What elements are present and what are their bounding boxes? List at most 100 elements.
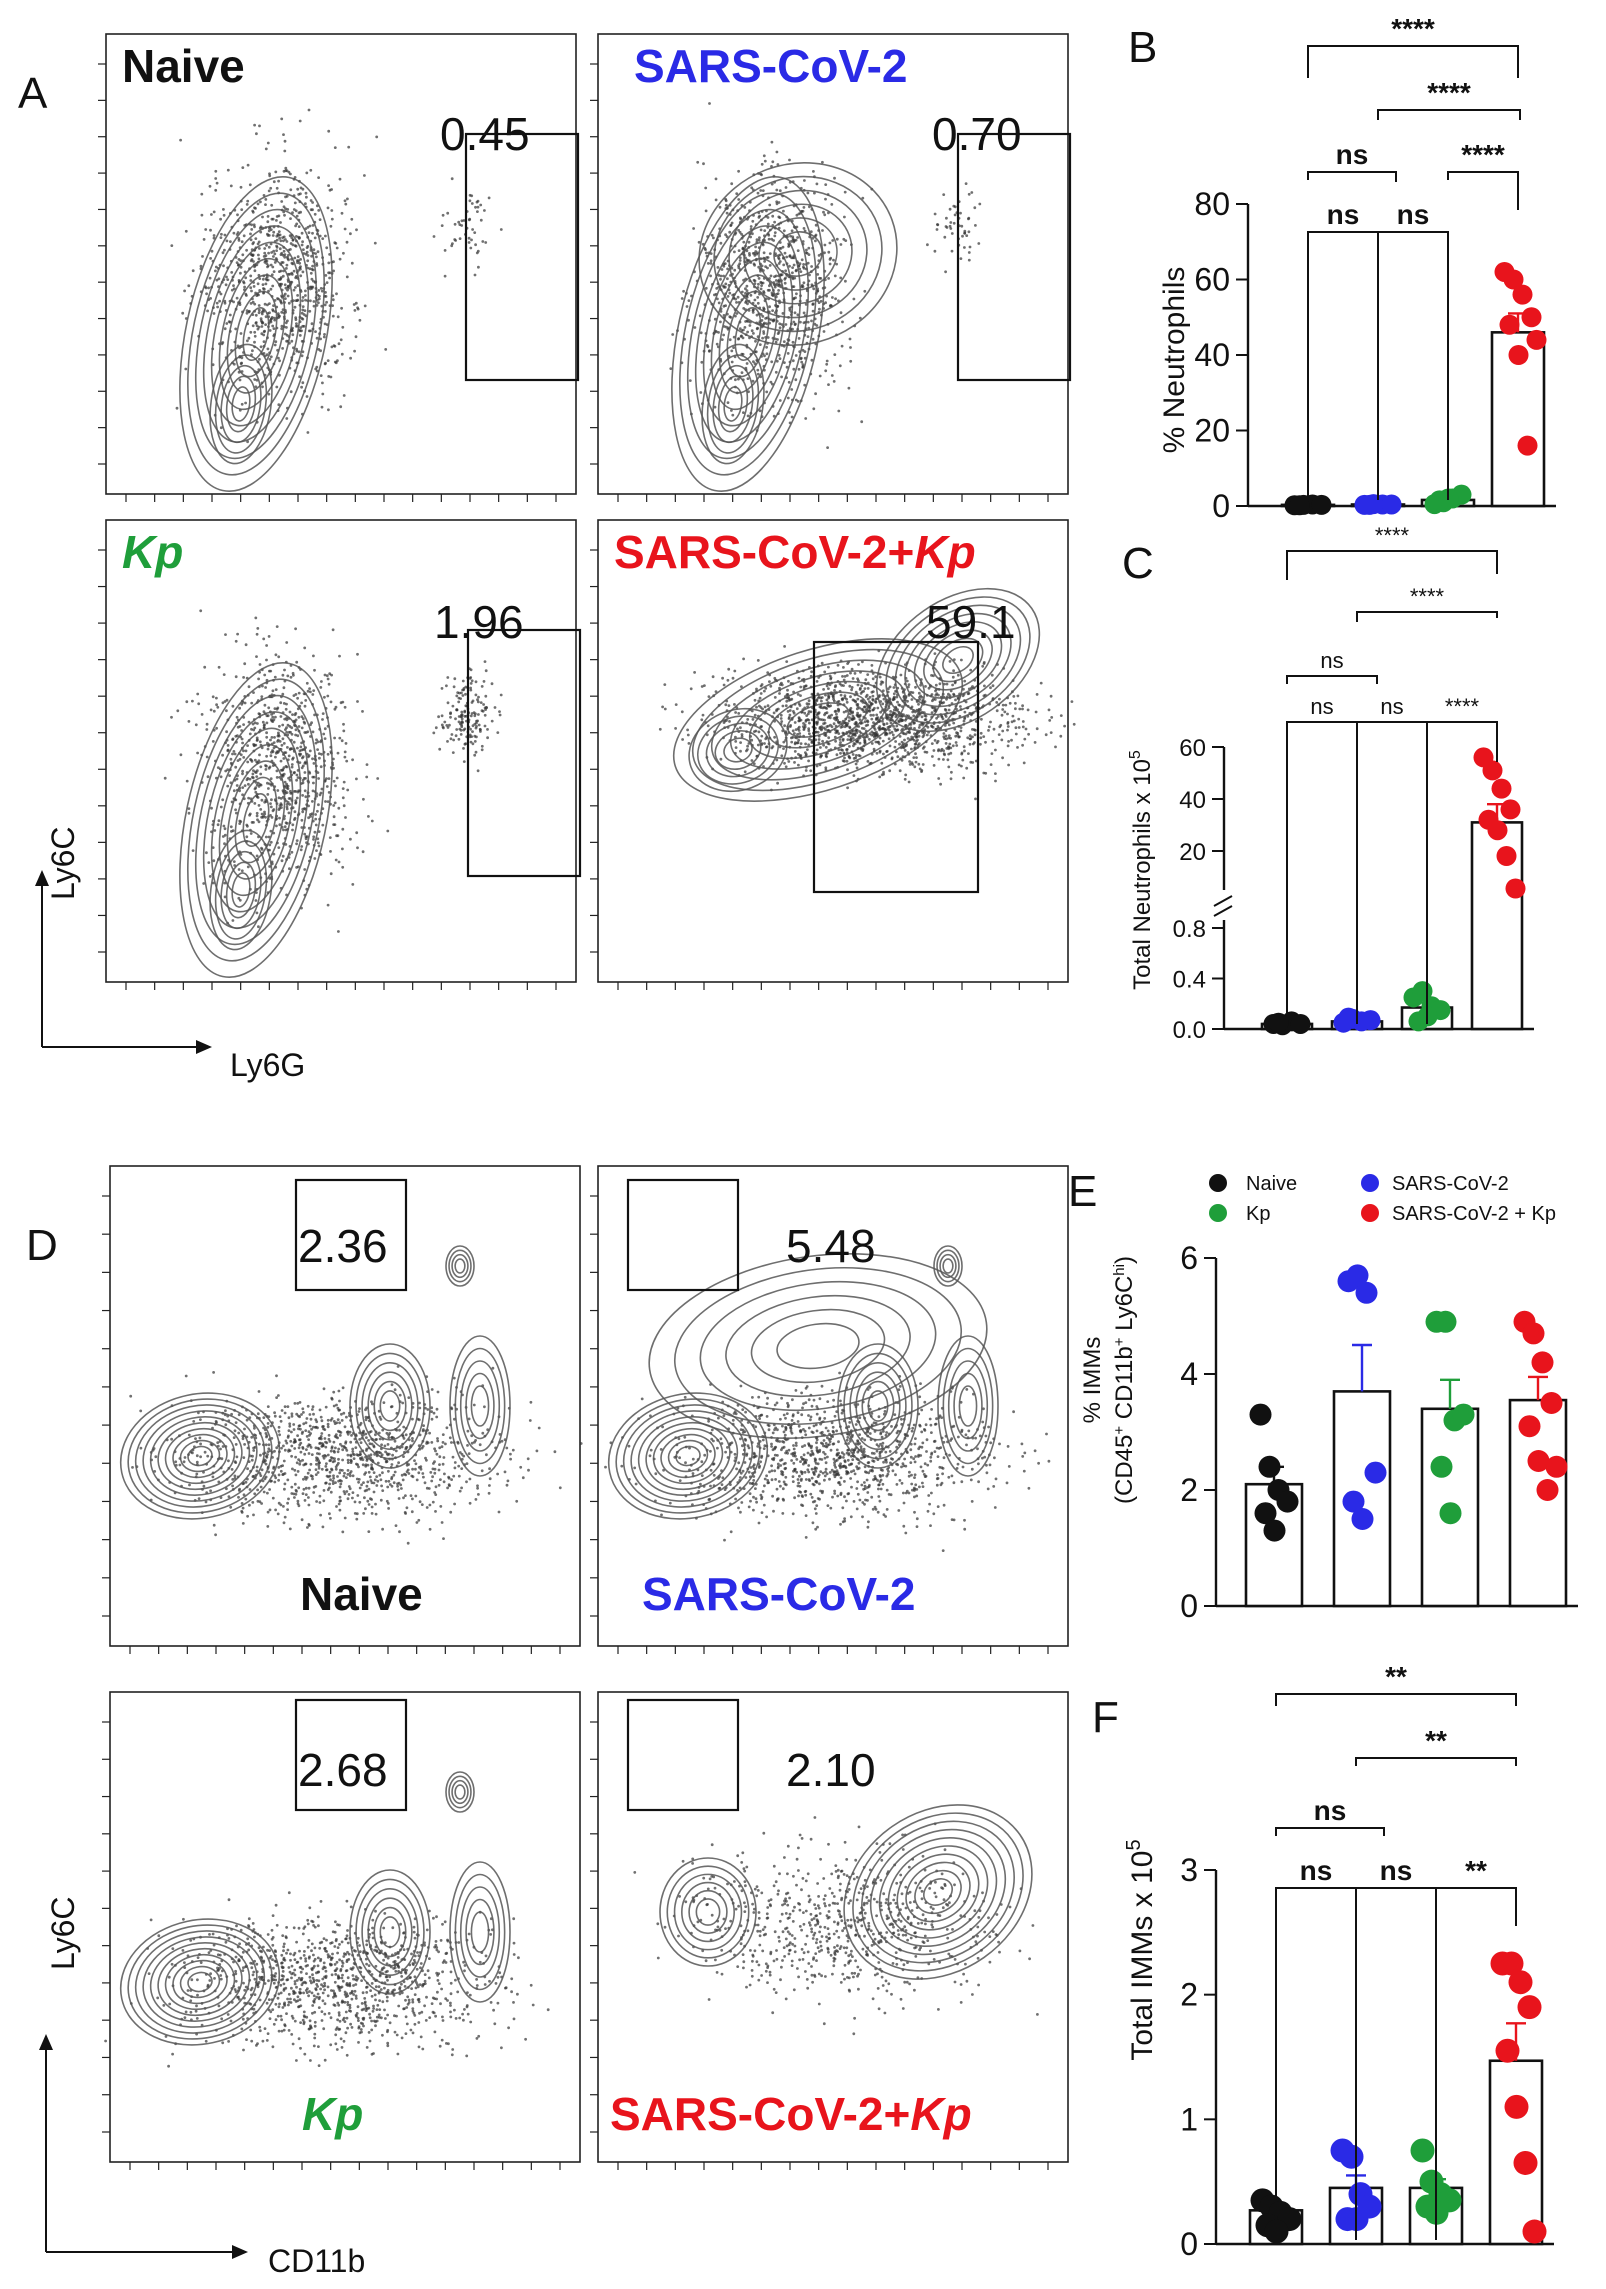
chartC-bracket-3 [1286, 721, 1358, 1024]
chartF-point-combo-5 [1504, 2094, 1529, 2119]
chartB-point-combo-3 [1521, 307, 1542, 328]
chartF-ytick-label-0: 0 [1180, 2226, 1198, 2262]
chartE-point-combo-7 [1545, 1455, 1568, 1478]
chartC-point-sars-3 [1360, 1010, 1381, 1031]
flowA-gate-kp [466, 628, 582, 878]
chartC-ytick-label-up-60: 60 [1179, 735, 1206, 762]
chartC-sig-3: ns [1310, 694, 1333, 719]
chart-F: 0 1 2 3 ** ** ns ns ns ** [1180, 1661, 1554, 2262]
flowA-contours-kp [163, 609, 503, 978]
chartB-point-naive-4 [1289, 495, 1310, 516]
flowD-gate-combo [626, 1698, 740, 1812]
flowD-contour-main-naive [119, 1392, 281, 1520]
chartB-point-sars-4 [1359, 494, 1380, 515]
flowD-plot-combo-frame [597, 1691, 1069, 2163]
chartB-ytick-label-60: 60 [1194, 262, 1230, 298]
chartC-point-combo-6 [1496, 846, 1517, 866]
chartC-bracket-0 [1286, 550, 1498, 580]
flowD-title-combo: SARS-CoV-2+Kp [610, 2088, 972, 2140]
chartB-ytick-label-0: 0 [1212, 488, 1230, 524]
chartF-point-combo-3 [1517, 1995, 1542, 2020]
chartE-point-combo-5 [1527, 1450, 1550, 1472]
flowD-gate-kp [294, 1698, 408, 1812]
flowA-contour-core-naive [209, 343, 273, 465]
chartF-point-sars-1 [1339, 2144, 1364, 2169]
chartF-bracket-1 [1355, 1757, 1517, 1766]
flowD-ylabel: Ly6C [45, 1896, 81, 1970]
flowA-gate-sars [956, 132, 1072, 382]
chartB-sig-3: **** [1461, 139, 1505, 170]
chartF-sig-4: ns [1380, 1855, 1413, 1886]
chart-E: 0 2 4 6 [1180, 1240, 1578, 1624]
flowD-contour-gate-sars [933, 1245, 963, 1287]
legend-label-combo: SARS-CoV-2 + Kp [1392, 1203, 1556, 1225]
legend-marker-kp [1209, 1204, 1227, 1222]
flowA-title-sars: SARS-CoV-2 [634, 40, 907, 92]
panel-label-E: E [1068, 1167, 1097, 1216]
chartF-sig-2: ns [1314, 1795, 1347, 1826]
flowA-scatter-kp [163, 609, 390, 933]
chartF-ytick-label-2: 2 [1180, 1977, 1198, 2013]
flowD-contours-kp [104, 1771, 550, 2068]
chartE-point-sars-3 [1364, 1461, 1387, 1484]
flowD-plot-naive-frame [109, 1165, 581, 1647]
flowA-plot-naive-frame [105, 33, 577, 495]
flowA-gate-dots-naive [432, 177, 503, 278]
flowD-contours-naive [119, 1245, 583, 1545]
chartC-bracket-5 [1426, 721, 1498, 762]
chartC-ytick-label-low-0.0: 0.0 [1173, 1017, 1206, 1044]
chartB-sig-2: ns [1336, 139, 1369, 170]
flowD-gate-combo: 2.10 [786, 1744, 876, 1796]
chartC-ylabel: Total Neutrophils x 105 [1127, 750, 1156, 990]
chartE-ytick-label-0: 0 [1180, 1588, 1198, 1624]
chartB-point-combo-5 [1508, 345, 1529, 365]
chartC-sig-2: ns [1320, 648, 1343, 673]
chartC-ytick-label-up-20: 20 [1179, 839, 1206, 866]
chartE-ylabel: % IMMs [1079, 1337, 1106, 1424]
flowA-ylabel: Ly6C [45, 826, 81, 900]
chartC-axis-break-2 [1213, 905, 1233, 917]
chartE-point-combo-6 [1536, 1479, 1559, 1501]
chartE-point-combo-2 [1531, 1351, 1554, 1374]
chartC-sig-4: ns [1380, 694, 1403, 719]
chartE-point-sars-5 [1351, 1508, 1374, 1530]
legend-label-sars: SARS-CoV-2 [1392, 1173, 1509, 1195]
flowA-contour-core-combo [875, 587, 1041, 733]
chartC-bracket-4 [1356, 721, 1428, 1024]
flowA-gate-naive [464, 132, 580, 382]
flowD-contour-extra-sars [648, 1252, 988, 1440]
chartB-bracket-2 [1307, 171, 1397, 182]
chartE-point-naive-3 [1276, 1490, 1299, 1513]
flowD-title-sars: SARS-CoV-2 [642, 1568, 915, 1620]
flowA-plot-sars-frame [597, 33, 1069, 495]
flowD-plot-sars-ticks [590, 1195, 1049, 1654]
chartF-ylabel: Total IMMs x 105 [1123, 1839, 1159, 2060]
chartB-point-naive-3 [1311, 494, 1332, 515]
chartF-point-combo-2 [1508, 1970, 1533, 1995]
flowA-axis-arrows [35, 870, 212, 1054]
flowD-scatter-naive [129, 1365, 583, 1545]
flowD-axis-arrows [39, 2034, 248, 2259]
chartC-point-combo-1 [1482, 760, 1503, 781]
flowA-title-combo: SARS-CoV-2+Kp [614, 526, 976, 578]
flowD-contour-main-sars [607, 1392, 769, 1520]
chartE-point-combo-1 [1522, 1322, 1545, 1345]
chartE-ytick-label-4: 4 [1180, 1356, 1198, 1392]
chartE-point-sars-4 [1342, 1490, 1365, 1513]
chartB-point-combo-6 [1517, 435, 1538, 456]
legend-label-kp: Kp [1246, 1203, 1270, 1225]
flowA-contours-combo [658, 587, 1076, 802]
flowD-plot-kp-frame [109, 1691, 581, 2163]
chartF-bar-combo [1488, 2059, 1544, 2246]
chartF-bracket-4 [1355, 1887, 1437, 2240]
flowD-contour-mid-sars [837, 1343, 919, 1469]
flowA-gate-kp: 1.96 [434, 596, 524, 648]
chartB-ytick-label-20: 20 [1194, 413, 1230, 449]
flowD-plot-sars-frame [597, 1165, 1069, 1647]
chartF-sig-5: ** [1465, 1855, 1487, 1886]
chartE-ytick-label-6: 6 [1180, 1240, 1198, 1276]
panel-label-A: A [18, 69, 48, 118]
flowD-gate-naive: 2.36 [298, 1220, 388, 1272]
chartC-axis-break-mask [1218, 890, 1230, 920]
